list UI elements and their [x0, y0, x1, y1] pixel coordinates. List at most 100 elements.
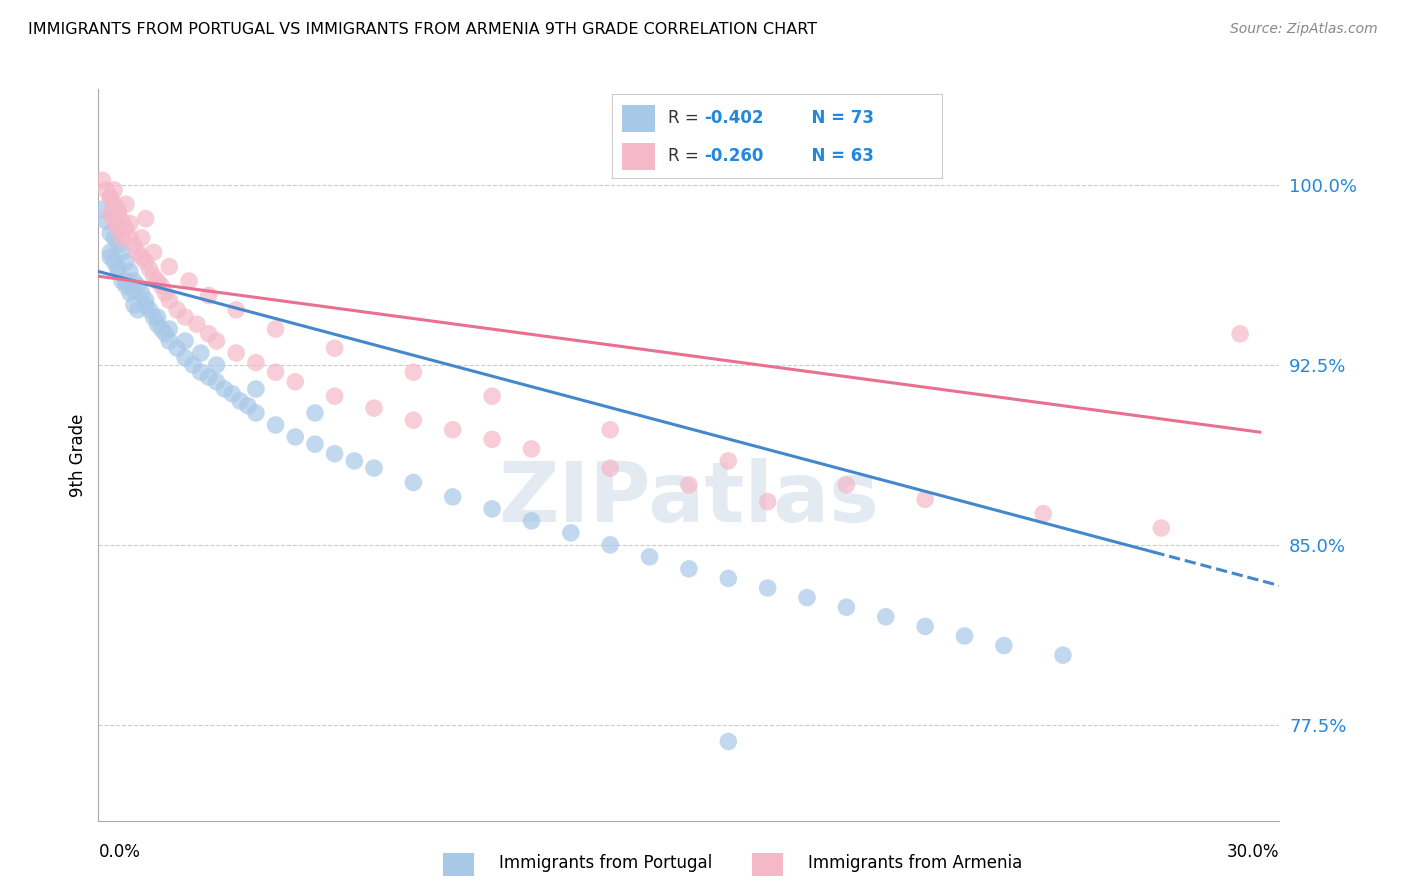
Point: [186, 317, 208, 331]
Point: [157, 293, 180, 308]
Point: [323, 447, 346, 461]
Point: [115, 255, 138, 269]
Point: [245, 406, 267, 420]
Point: [135, 298, 157, 312]
Point: [127, 278, 149, 293]
Point: [107, 262, 129, 277]
Point: [142, 310, 165, 324]
Point: [284, 375, 307, 389]
Point: [135, 255, 157, 269]
Point: [1150, 521, 1173, 535]
Point: [1052, 648, 1074, 662]
Point: [678, 478, 700, 492]
Point: [111, 231, 134, 245]
Point: [146, 317, 169, 331]
Point: [103, 255, 125, 269]
Point: [205, 375, 228, 389]
Point: [155, 286, 177, 301]
Point: [166, 302, 188, 317]
Point: [115, 278, 138, 293]
Point: [363, 401, 385, 416]
Point: [441, 490, 464, 504]
Point: [157, 260, 180, 274]
Point: [520, 442, 543, 456]
Point: [717, 571, 740, 585]
Point: [122, 284, 145, 298]
Text: N = 63: N = 63: [800, 147, 873, 165]
Point: [138, 262, 160, 277]
Point: [103, 183, 125, 197]
Point: [157, 334, 180, 348]
Point: [91, 202, 114, 216]
Point: [146, 274, 169, 288]
Point: [135, 293, 157, 308]
Text: -0.402: -0.402: [704, 109, 763, 127]
Point: [103, 197, 125, 211]
Point: [796, 591, 818, 605]
Point: [98, 245, 121, 260]
Point: [914, 619, 936, 633]
Point: [96, 183, 118, 197]
Point: [225, 346, 247, 360]
Point: [118, 217, 141, 231]
Point: [599, 461, 621, 475]
Text: Source: ZipAtlas.com: Source: ZipAtlas.com: [1230, 22, 1378, 37]
Point: [323, 341, 346, 355]
Point: [98, 250, 121, 264]
Point: [131, 231, 153, 245]
Point: [304, 437, 326, 451]
Point: [284, 430, 307, 444]
Point: [96, 214, 118, 228]
Point: [111, 214, 134, 228]
Point: [174, 351, 197, 365]
Point: [323, 389, 346, 403]
Point: [599, 423, 621, 437]
Point: [875, 609, 897, 624]
Point: [402, 413, 425, 427]
Point: [115, 274, 138, 288]
Point: [402, 365, 425, 379]
Point: [142, 245, 165, 260]
Point: [441, 423, 464, 437]
Point: [197, 288, 219, 302]
Point: [127, 245, 149, 260]
Point: [599, 538, 621, 552]
Point: [756, 494, 779, 508]
Point: [107, 221, 129, 235]
Point: [135, 211, 157, 226]
Point: [177, 274, 200, 288]
Point: [205, 358, 228, 372]
Point: [122, 238, 145, 252]
Point: [111, 274, 134, 288]
Point: [1032, 507, 1054, 521]
Point: [107, 202, 129, 216]
Point: [402, 475, 425, 490]
Point: [197, 370, 219, 384]
Point: [118, 264, 141, 278]
Text: 30.0%: 30.0%: [1227, 843, 1279, 861]
Point: [264, 322, 287, 336]
Text: 0.0%: 0.0%: [98, 843, 141, 861]
Point: [157, 322, 180, 336]
Point: [142, 269, 165, 284]
Point: [717, 734, 740, 748]
Point: [190, 346, 212, 360]
Point: [343, 454, 366, 468]
Point: [520, 514, 543, 528]
Point: [264, 417, 287, 432]
Point: [155, 326, 177, 341]
Point: [236, 399, 259, 413]
Point: [993, 639, 1015, 653]
Point: [835, 600, 858, 615]
Point: [174, 310, 197, 324]
Point: [756, 581, 779, 595]
Point: [174, 334, 197, 348]
Point: [363, 461, 385, 475]
Point: [221, 386, 243, 401]
Point: [131, 286, 153, 301]
Point: [1229, 326, 1251, 341]
Point: [118, 286, 141, 301]
Point: [118, 231, 141, 245]
Text: R =: R =: [668, 109, 704, 127]
Point: [560, 525, 582, 540]
